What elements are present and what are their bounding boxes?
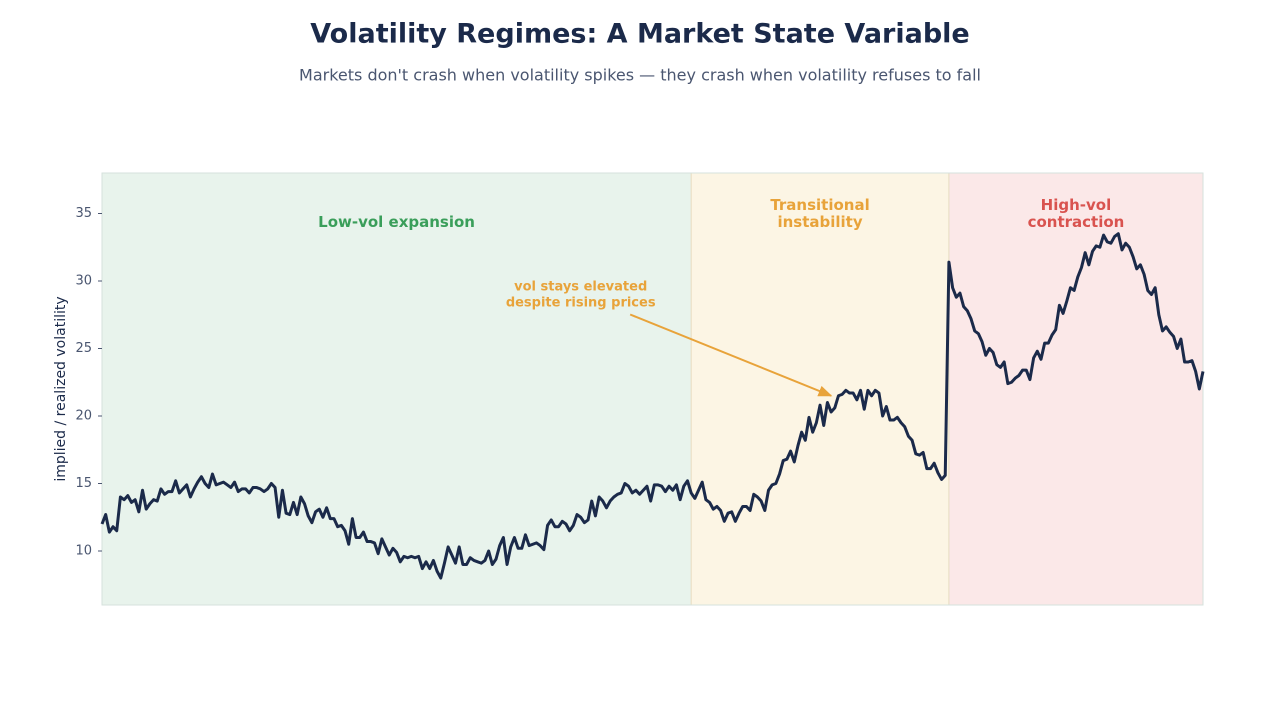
annotation-text: vol stays elevated despite rising prices [506,279,656,310]
annotation-arrow [629,313,833,397]
regime-band [691,173,949,605]
plot-frame [101,172,1204,606]
annotation-line: despite rising prices [506,295,656,310]
regime-label-line: Low-vol expansion [318,213,475,231]
regime-label: Transitional instability [770,196,869,231]
chart-title: Volatility Regimes: A Market State Varia… [310,19,969,50]
regime-label-line: High-vol [1041,196,1112,214]
regime-label-line: Transitional [770,196,869,214]
y-tick-label: 20 [75,409,92,424]
y-tick-label: 25 [75,341,92,356]
y-tick-label: 15 [75,476,92,491]
regime-label-line: contraction [1028,213,1125,231]
annotation-line: vol stays elevated [514,279,647,294]
y-tick-label: 10 [75,544,92,559]
regime-band [948,173,1203,605]
y-axis-label: implied / realized volatility [53,296,69,481]
regime-band [102,173,692,605]
y-tick-label: 35 [75,206,92,221]
regime-label: Low-vol expansion [318,213,475,231]
volatility-line [100,232,1205,580]
y-tick-label: 30 [75,274,92,289]
regime-label: High-vol contraction [1028,196,1125,231]
chart-subtitle: Markets don't crash when volatility spik… [299,66,981,85]
regime-label-line: instability [777,213,862,231]
